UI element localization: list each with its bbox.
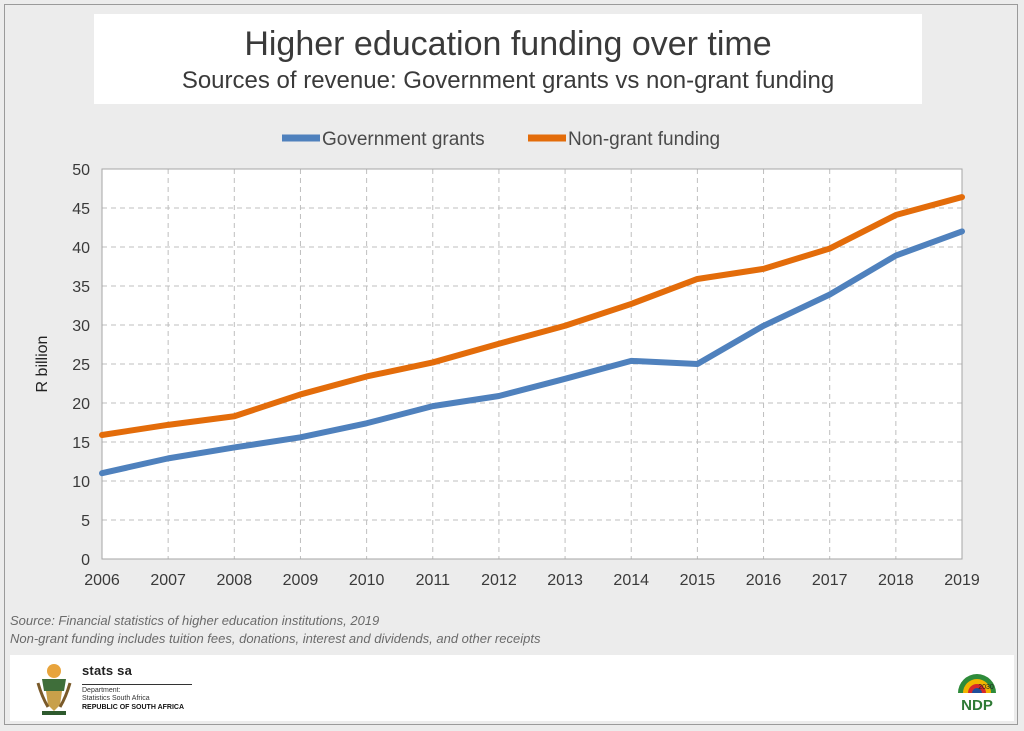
x-tick-label: 2007 <box>150 572 186 589</box>
title-box: Higher education funding over time Sourc… <box>94 14 922 104</box>
department-name: Statistics South Africa <box>82 695 150 702</box>
x-tick-label: 2017 <box>812 572 848 589</box>
legend-label-1: Non-grant funding <box>568 129 720 150</box>
y-tick-label: 5 <box>81 513 90 530</box>
series-line-0 <box>99 228 965 477</box>
plot-border <box>101 168 963 560</box>
source-note: Source: Financial statistics of higher e… <box>10 613 380 628</box>
x-tick-label: 2016 <box>746 572 782 589</box>
x-tick-label: 2010 <box>349 572 385 589</box>
y-tick-label: 25 <box>72 357 90 374</box>
x-tick-label: 2008 <box>217 572 253 589</box>
y-tick-label: 40 <box>72 240 90 257</box>
x-tick-label: 2018 <box>878 572 914 589</box>
series-line-1 <box>99 194 965 438</box>
ndp-label: NDP <box>961 697 993 714</box>
series-lines <box>99 194 965 477</box>
x-tick-label: 2012 <box>481 572 517 589</box>
republic-label: REPUBLIC OF SOUTH AFRICA <box>82 704 185 711</box>
legend: Government grants Non-grant funding <box>282 129 720 150</box>
x-tick-label: 2019 <box>944 572 980 589</box>
chart-subtitle: Sources of revenue: Government grants vs… <box>181 67 835 94</box>
y-axis-label: R billion <box>34 336 51 393</box>
notes: Source: Financial statistics of higher e… <box>10 612 540 648</box>
ndp-logo-icon: 2030 NDP <box>958 674 996 714</box>
x-tick-label: 2014 <box>613 572 649 589</box>
ndp-year: 2030 <box>978 684 994 691</box>
x-tick-label: 2013 <box>547 572 583 589</box>
y-tick-label: 15 <box>72 435 90 452</box>
gridlines <box>101 168 963 560</box>
x-tick-label: 2011 <box>416 572 451 589</box>
chart-title: Higher education funding over time <box>244 25 772 63</box>
x-tick-label: 2015 <box>680 572 716 589</box>
legend-label-0: Government grants <box>322 129 485 150</box>
plot-area <box>102 169 962 559</box>
footer-divider <box>82 684 192 685</box>
y-tick-labels: 0 5 10 15 20 25 30 35 40 45 50 <box>72 162 90 569</box>
coat-of-arms-icon <box>36 664 72 715</box>
y-tick-label: 45 <box>72 201 90 218</box>
y-tick-label: 50 <box>72 162 90 179</box>
definition-note: Non-grant funding includes tuition fees,… <box>10 631 541 646</box>
y-tick-label: 20 <box>72 396 90 413</box>
x-tick-labels: 2006 2007 2008 2009 2010 2011 2012 2013 2014 2015… <box>84 572 980 589</box>
y-tick-label: 10 <box>72 474 90 491</box>
stats-sa-label: stats sa <box>82 663 133 678</box>
y-tick-label: 0 <box>81 552 90 569</box>
x-tick-label: 2009 <box>283 572 319 589</box>
department-label: Department: <box>82 687 121 694</box>
x-tick-label: 2006 <box>84 572 120 589</box>
y-tick-label: 35 <box>72 279 90 296</box>
footer: stats sa Department: Statistics South Af… <box>10 655 1014 721</box>
y-tick-label: 30 <box>72 318 90 335</box>
